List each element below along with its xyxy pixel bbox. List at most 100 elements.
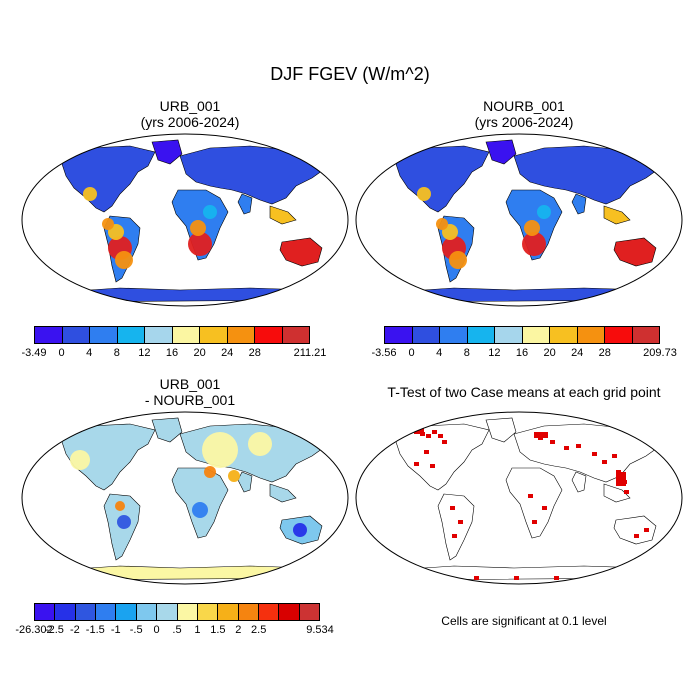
panel-title-nourb-line2: (yrs 2006-2024) [474,114,574,130]
colorbar-urb-swatch [35,327,63,343]
significant-cell [528,494,533,498]
colorbar-diff-swatch [279,604,300,620]
field-patch [417,187,431,201]
map-frame [355,411,683,585]
colorbar-diff-label: 2.5 [251,624,267,636]
colorbar-urb-label: 20 [193,347,206,359]
land-india [571,471,587,493]
colorbar-urb [34,326,310,344]
land-seasia [269,205,297,225]
colorbar-diff-swatch [177,604,198,620]
colorbar-urb-label: 0 [58,347,65,359]
significant-cell [458,520,463,524]
significant-cell [644,528,649,532]
panel-title-diff-line1: URB_001 [159,376,221,392]
colorbar-diff-swatch [238,604,259,620]
land-namerica [393,423,490,491]
map-urb [21,133,349,307]
land-seasia [269,483,297,503]
significant-cell [424,450,429,454]
significant-cell [532,520,537,524]
colorbar-diff-swatch [136,604,158,620]
land-greenland [485,417,517,443]
colorbar-nourb-label: 0 [408,347,415,359]
field-patch [117,515,131,529]
significant-cell [534,432,548,438]
significant-cell [634,534,639,538]
colorbar-urb-swatch [282,327,309,343]
field-patch [436,218,448,230]
significant-cell [414,428,424,434]
significant-cell [430,464,435,468]
colorbar-diff-label: -1.5 [85,624,105,636]
colorbar-diff-labels: -26.302 -2.5 -2 -1.5 -1 -.5 0 .5 1 1.5 2 2.5 9.534 [15,624,333,638]
field-patch [522,232,546,256]
field-patch [83,187,97,201]
field-patch [293,523,307,537]
colorbar-urb-label: 24 [221,347,234,359]
colorbar-diff-label: 1 [194,624,201,636]
colorbar-diff-label: 1.5 [210,624,226,636]
colorbar-nourb-swatch [440,327,468,343]
colorbar-diff-label: -2 [69,624,80,636]
colorbar-nourb-labels: -3.56 0 4 8 12 16 20 24 28 209.73 [371,347,676,361]
map-frame [21,411,349,585]
significant-cell [594,576,599,580]
colorbar-diff-label: -.5 [129,624,143,636]
colorbar-diff-label: -2.5 [44,624,64,636]
land-india [237,193,253,215]
land-greenland [485,139,517,165]
land-antarctica [59,565,321,581]
land-samerica [437,493,475,561]
colorbar-urb-label: -3.49 [21,347,47,359]
field-patch [188,232,212,256]
colorbar-diff-swatch [299,604,320,620]
significance-note: Cells are significant at 0.1 level [441,614,607,628]
colorbar-urb-swatch [62,327,90,343]
colorbar-nourb-swatch [385,327,413,343]
significant-cell [426,434,431,438]
significant-cell [542,506,547,510]
colorbar-urb-label: 28 [248,347,261,359]
significant-cell [442,440,447,444]
panel-title-diff: URB_001 - NOURB_001 [40,376,340,408]
field-patch [115,251,133,269]
land-greenland [151,139,183,165]
significant-cell [554,576,559,580]
colorbar-urb-swatch [172,327,200,343]
colorbar-nourb-label: 20 [543,347,556,359]
land-greenland [151,417,183,443]
field-patch [203,205,217,219]
colorbar-diff-label: .5 [172,624,182,636]
colorbar-diff-swatch [258,604,280,620]
significant-cell [592,452,597,456]
significant-cell [452,534,457,538]
colorbar-urb-swatch [227,327,255,343]
colorbar-urb-swatch [200,327,228,343]
colorbar-diff-label: -26.302 [15,624,53,636]
colorbar-nourb-swatch [577,327,605,343]
significant-cell [564,446,569,450]
colorbar-nourb-swatch [467,327,495,343]
panel-title-ttest-line1: T-Test of two Case means at each grid po… [387,384,661,400]
significant-cell [550,440,555,444]
land-namerica [393,145,490,213]
colorbar-nourb-label: 8 [463,347,470,359]
map-frame [21,133,349,307]
panel-title-nourb-line1: NOURB_001 [483,98,565,114]
colorbar-diff-swatch [96,604,117,620]
colorbar-nourb-label: 24 [571,347,584,359]
colorbar-nourb-label: -3.56 [371,347,397,359]
field-patch [202,432,238,468]
field-patch [537,205,551,219]
significant-cell [432,430,437,434]
colorbar-diff-label: -1 [110,624,121,636]
land-seasia [603,483,631,503]
field-patch [248,432,272,456]
land-australia [613,237,657,267]
significant-cell [612,454,617,458]
panel-title-diff-line2: - NOURB_001 [144,392,236,408]
panel-title-urb-line1: URB_001 [159,98,221,114]
colorbar-nourb-label: 16 [515,347,529,359]
colorbar-diff-swatch [55,604,76,620]
